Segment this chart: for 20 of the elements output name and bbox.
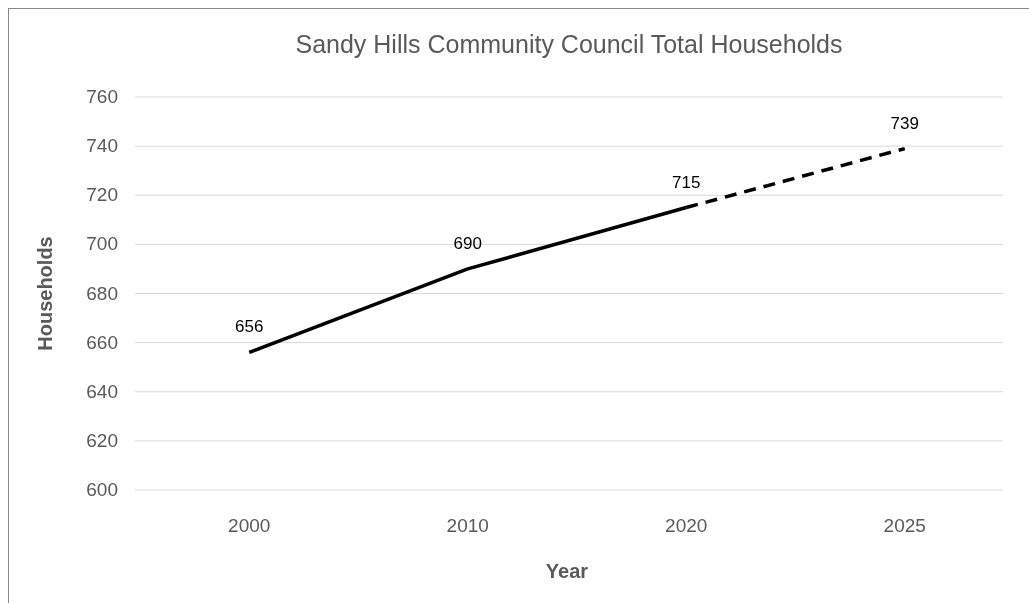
data-label: 739 [890,113,919,133]
y-tick-label: 620 [86,429,118,451]
x-axis-title: Year [545,560,589,582]
x-tick-label: 2020 [665,515,708,536]
y-axis-title: Households [34,236,56,351]
y-tick-label: 600 [86,479,118,500]
x-tick-label: 2000 [228,515,271,536]
y-tick-label: 640 [86,380,118,402]
y-tick-label: 680 [86,282,118,304]
data-label: 656 [235,317,264,337]
chart-title: Sandy Hills Community Council Total Households [295,30,843,58]
data-label: 715 [672,172,701,192]
y-tick-label: 720 [86,184,118,206]
y-tick-label: 760 [86,86,118,107]
y-tick-label: 660 [86,331,118,353]
data-label: 690 [453,233,482,253]
y-tick-label: 700 [86,233,118,255]
x-tick-label: 2025 [883,515,926,536]
x-tick-label: 2010 [446,515,489,536]
y-tick-label: 740 [86,135,118,157]
